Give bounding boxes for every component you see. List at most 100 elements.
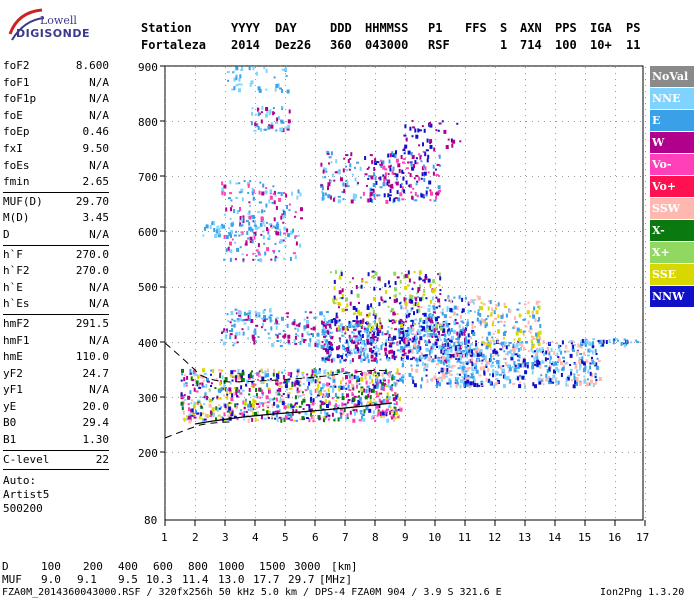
echo-point <box>573 373 576 376</box>
grid-dot <box>580 121 581 122</box>
grid-dot <box>315 253 316 254</box>
grid-dot <box>345 163 346 164</box>
echo-point <box>324 410 326 415</box>
grid-dot <box>615 79 616 80</box>
echo-point <box>493 340 496 343</box>
grid-dot <box>495 427 496 428</box>
param-value: 29.70 <box>75 194 109 208</box>
echo-point <box>447 355 450 360</box>
grid-dot <box>634 287 635 288</box>
grid-dot <box>585 397 586 398</box>
echo-point <box>220 416 223 421</box>
grid-dot <box>495 445 496 446</box>
echo-point <box>433 375 437 380</box>
grid-dot <box>435 433 436 434</box>
param-name: foF2 <box>3 59 30 72</box>
grid-dot <box>592 287 593 288</box>
grid-dot <box>286 287 287 288</box>
echo-point <box>400 336 403 341</box>
echo-point <box>261 371 264 374</box>
grid-dot <box>375 397 376 398</box>
echo-point <box>427 171 430 174</box>
param-name: h`F2 <box>3 264 30 278</box>
echo-point <box>502 374 505 379</box>
grid-dot <box>466 231 467 232</box>
grid-dot <box>490 452 491 453</box>
echo-point <box>401 189 404 192</box>
grid-dot <box>220 66 221 67</box>
echo-point <box>346 417 349 420</box>
echo-point <box>341 331 344 334</box>
echo-point <box>423 357 426 360</box>
grid-dot <box>484 452 485 453</box>
grid-dot <box>555 115 556 116</box>
echo-point <box>287 394 290 399</box>
grid-dot <box>225 463 226 464</box>
grid-dot <box>465 85 466 86</box>
grid-dot <box>225 517 226 518</box>
echo-point <box>382 182 386 187</box>
echo-point <box>321 387 324 390</box>
grid-dot <box>495 265 496 266</box>
echo-point <box>413 295 416 298</box>
echo-point <box>438 272 441 277</box>
grid-dot <box>195 199 196 200</box>
grid-dot <box>172 176 173 177</box>
grid-dot <box>345 469 346 470</box>
echo-point <box>353 312 357 315</box>
echo-point <box>309 337 312 342</box>
grid-dot <box>604 231 605 232</box>
echo-point <box>189 390 192 395</box>
autoscaling-info: Auto: Artist5 500200 <box>3 474 109 516</box>
grid-dot <box>435 283 436 284</box>
grid-dot <box>334 342 335 343</box>
echo-point <box>472 352 475 357</box>
grid-dot <box>525 505 526 506</box>
grid-dot <box>592 397 593 398</box>
grid-dot <box>375 139 376 140</box>
grid-dot <box>418 66 419 67</box>
echo-point <box>325 412 328 417</box>
echo-point <box>462 356 465 359</box>
echo-point <box>572 349 575 352</box>
grid-dot <box>568 287 569 288</box>
echo-point <box>328 341 331 344</box>
grid-dot <box>562 66 563 67</box>
grid-dot <box>526 176 527 177</box>
grid-dot <box>465 295 466 296</box>
header-label-iga: IGA <box>590 21 612 35</box>
echo-point <box>413 270 416 273</box>
grid-dot <box>405 217 406 218</box>
echo-point <box>398 336 402 339</box>
param-row: M(D) 3.45 <box>3 210 109 227</box>
grid-dot <box>585 517 586 518</box>
echo-point <box>560 350 563 355</box>
echo-point <box>278 416 282 419</box>
grid-dot <box>375 247 376 248</box>
grid-dot <box>615 511 616 512</box>
grid-dot <box>345 169 346 170</box>
grid-dot <box>424 452 425 453</box>
grid-dot <box>435 277 436 278</box>
grid-dot <box>202 66 203 67</box>
grid-dot <box>435 403 436 404</box>
grid-dot <box>645 313 646 314</box>
echo-point <box>252 408 255 411</box>
echo-point <box>388 159 391 164</box>
echo-point <box>553 369 556 374</box>
grid-dot <box>316 121 317 122</box>
echo-point <box>367 321 370 326</box>
grid-dot <box>375 511 376 512</box>
echo-point <box>383 193 386 198</box>
echo-point <box>430 299 433 304</box>
grid-dot <box>274 397 275 398</box>
echo-point <box>358 311 361 316</box>
echo-point <box>409 297 412 302</box>
echo-point <box>371 270 375 273</box>
echo-point <box>226 388 228 393</box>
grid-dot <box>435 235 436 236</box>
param-name: h`E <box>3 280 23 294</box>
grid-dot <box>298 452 299 453</box>
grid-dot <box>645 373 646 374</box>
grid-dot <box>615 145 616 146</box>
